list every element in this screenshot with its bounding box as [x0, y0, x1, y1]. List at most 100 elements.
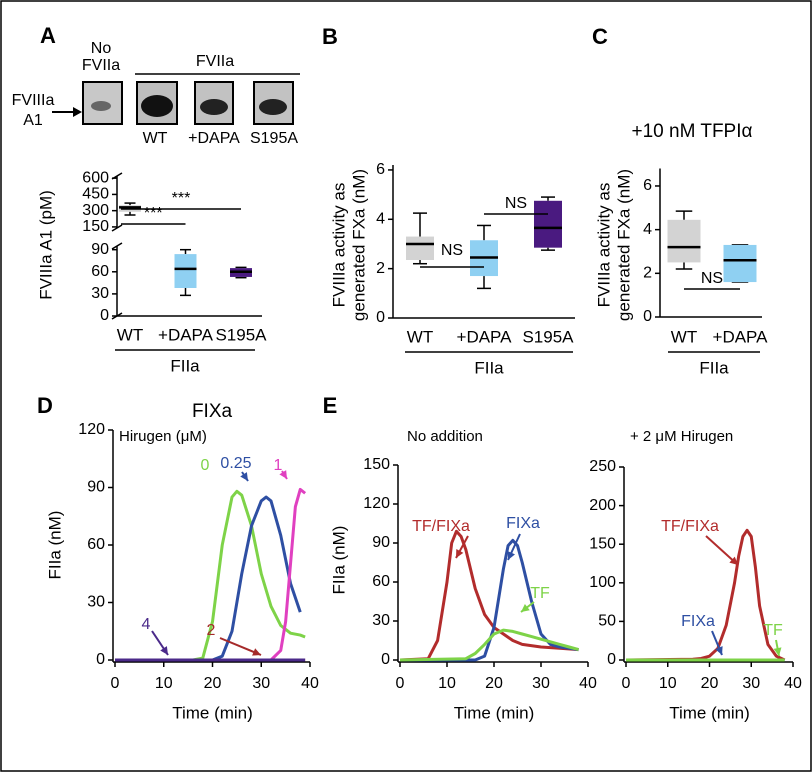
- arrow-head: [715, 646, 723, 655]
- arrow-head: [507, 551, 515, 560]
- y-tick-label: 300: [82, 202, 109, 219]
- y-tick-label: 600: [82, 169, 109, 186]
- panel-label: D: [37, 393, 53, 418]
- x-tick-label: 10: [659, 675, 677, 692]
- arrow-head: [160, 646, 168, 655]
- x-tick-label: S195A: [522, 327, 574, 346]
- y-tick-label: 30: [372, 612, 390, 629]
- blot-header: FVIIa: [196, 53, 234, 70]
- chart-title: FIXa: [192, 401, 233, 422]
- x-tick-label: 40: [784, 675, 802, 692]
- box: [174, 254, 197, 288]
- x-tick-label: 30: [252, 675, 270, 692]
- y-tick-label: 2: [643, 265, 652, 282]
- y-tick-label: 0: [381, 651, 390, 668]
- x-tick-label: 10: [155, 675, 173, 692]
- arrow-head: [521, 603, 530, 612]
- arrow-head: [773, 647, 782, 656]
- arrow-head: [252, 648, 261, 656]
- y-tick-label: 60: [87, 536, 105, 553]
- y-tick-label: 150: [589, 535, 616, 552]
- y-tick-label: 6: [376, 161, 385, 178]
- x-axis-label: Time (min): [669, 703, 750, 722]
- series-label: TF/FIXa: [661, 518, 719, 535]
- group-label: FIIa: [474, 358, 504, 377]
- box: [667, 219, 701, 263]
- chart-title: +10 nM TFPIα: [632, 121, 753, 142]
- series-label: TF/FIXa: [412, 518, 470, 535]
- y-tick-label: 0: [100, 307, 109, 324]
- blot-arrow: [73, 107, 82, 117]
- y-tick-label: 0: [607, 651, 616, 668]
- chart-subtitle: + 2 μM Hirugen: [630, 428, 733, 445]
- arrow-head: [279, 470, 287, 479]
- x-tick-label: 30: [532, 675, 550, 692]
- y-tick-label: 4: [643, 221, 652, 238]
- x-tick-label: +DAPA: [713, 327, 769, 346]
- y-tick-label: 250: [589, 458, 616, 475]
- series-label: 0: [201, 457, 210, 474]
- axis-break: [111, 172, 123, 180]
- x-tick-label: 20: [485, 675, 503, 692]
- y-axis-label: FIIa (nM): [45, 511, 64, 580]
- chart-subtitle: Hirugen (μM): [119, 428, 207, 445]
- x-tick-label: 40: [579, 675, 597, 692]
- y-tick-label: 450: [82, 186, 109, 203]
- lane-label: +DAPA: [188, 130, 240, 147]
- group-label: FIIa: [699, 358, 729, 377]
- y-tick-label: 4: [376, 211, 385, 228]
- y-axis-label: generated FXa (nM): [614, 169, 633, 321]
- y-tick-label: 60: [91, 263, 109, 280]
- blot-target: A1: [23, 112, 43, 129]
- x-axis-label: Time (min): [172, 703, 253, 722]
- y-tick-label: 0: [96, 651, 105, 668]
- blot-target: FVIIIa: [12, 92, 55, 109]
- y-axis-label: FIIa (nM): [329, 526, 348, 595]
- blot-band: [259, 99, 287, 115]
- panel-label: C: [592, 24, 608, 49]
- significance-label: NS: [701, 270, 723, 287]
- series-label: 4: [142, 616, 151, 633]
- y-axis-label: generated FXa (nM): [349, 169, 368, 321]
- y-axis-label: FVIIIa activity as: [594, 183, 613, 308]
- axis-break: [111, 224, 123, 232]
- y-tick-label: 120: [363, 495, 390, 512]
- y-tick-label: 90: [87, 479, 105, 496]
- y-tick-label: 2: [376, 260, 385, 277]
- series-label: 0.25: [220, 455, 251, 472]
- lane-label: WT: [143, 130, 168, 147]
- group-label: FIIa: [170, 356, 200, 375]
- y-tick-label: 60: [372, 573, 390, 590]
- box: [406, 236, 434, 261]
- blot-header: FVIIa: [82, 57, 120, 74]
- western-blot: A No FVIIa FVIIa FVIIIa A1 WT +DAPA S195…: [12, 23, 300, 147]
- y-tick-label: 6: [643, 177, 652, 194]
- series-label: TF: [763, 622, 783, 639]
- series-label: 2: [207, 622, 216, 639]
- x-tick-label: 0: [396, 675, 405, 692]
- y-tick-label: 30: [87, 594, 105, 611]
- y-axis-label: FVIIIa A1 (pM): [36, 190, 55, 300]
- y-tick-label: 150: [363, 456, 390, 473]
- y-tick-label: 90: [372, 534, 390, 551]
- series-line: [115, 495, 302, 662]
- series-label: FIXa: [681, 613, 715, 630]
- series-line: [399, 529, 579, 662]
- series-label: FIXa: [506, 515, 540, 532]
- blot-band: [141, 95, 173, 117]
- blot-header: No: [91, 40, 112, 57]
- arrow-head: [729, 556, 738, 565]
- y-tick-label: 30: [91, 285, 109, 302]
- series-line: [115, 487, 307, 662]
- significance-label: ***: [144, 205, 163, 222]
- series-line: [115, 489, 306, 662]
- y-tick-label: 150: [82, 218, 109, 235]
- x-tick-label: WT: [407, 327, 433, 346]
- panel-label: B: [322, 24, 338, 49]
- box: [723, 244, 757, 283]
- x-tick-label: +DAPA: [158, 325, 214, 344]
- y-tick-label: 50: [598, 613, 616, 630]
- x-axis-label: Time (min): [454, 703, 535, 722]
- significance-label: ***: [172, 190, 191, 207]
